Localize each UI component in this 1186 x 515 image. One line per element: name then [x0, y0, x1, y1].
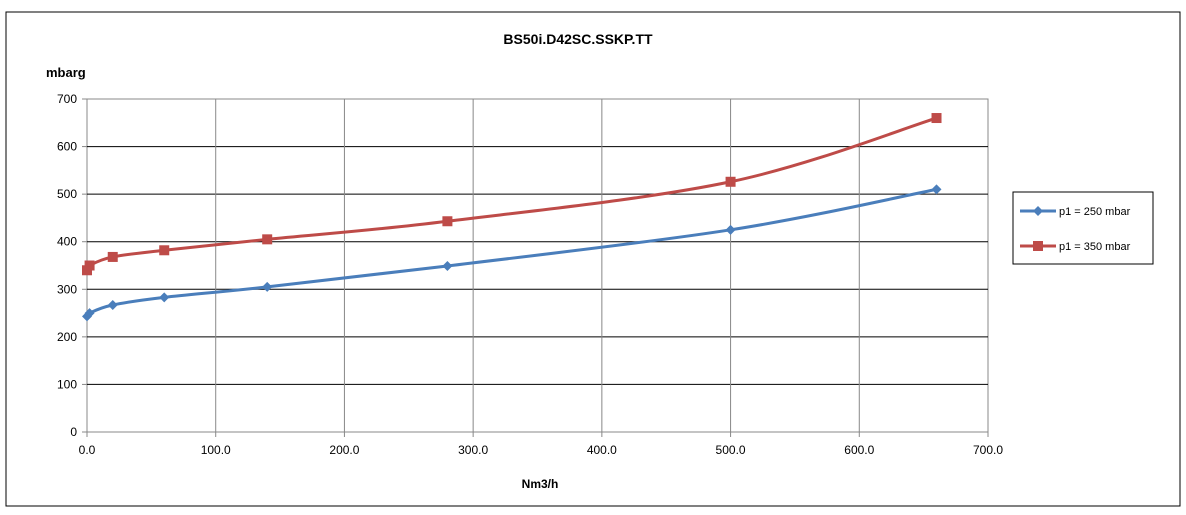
legend: p1 = 250 mbar p1 = 350 mbar: [1012, 191, 1154, 265]
y-tick-label: 400: [57, 235, 77, 249]
data-point-diamond: [442, 260, 453, 271]
y-axis-title: mbarg: [46, 65, 86, 80]
data-point-diamond: [725, 224, 736, 235]
plot-area: [86, 98, 989, 433]
x-tick-label: 200.0: [329, 443, 359, 457]
axes: 0 100 200 300 400 500 600 700 0.0 100.0 200.0 300.0…: [57, 92, 1003, 457]
x-tick-label: 500.0: [716, 443, 746, 457]
series-layer: [82, 113, 942, 322]
x-tick-label: 100.0: [201, 443, 231, 457]
chart-title: BS50i.D42SC.SSKP.TT: [503, 31, 653, 47]
x-tick-label: 400.0: [587, 443, 617, 457]
y-tick-label: 100: [57, 377, 77, 391]
y-tick-label: 500: [57, 187, 77, 201]
data-point-diamond: [159, 292, 170, 303]
data-point-diamond: [262, 281, 273, 292]
y-tick-label: 700: [57, 92, 77, 106]
legend-item: p1 = 350 mbar: [1020, 241, 1131, 253]
x-axis-title: Nm3/h: [522, 477, 559, 491]
data-point-diamond: [84, 308, 95, 319]
data-point-square: [159, 245, 170, 256]
data-point-square: [442, 216, 453, 227]
x-tick-label: 600.0: [844, 443, 874, 457]
data-point-square: [84, 260, 95, 271]
y-tick-label: 300: [57, 282, 77, 296]
legend-label: p1 = 250 mbar: [1059, 206, 1131, 218]
x-tick-label: 700.0: [973, 443, 1003, 457]
data-point-diamond: [107, 299, 118, 310]
legend-label: p1 = 350 mbar: [1059, 241, 1131, 253]
x-tick-label: 0.0: [79, 443, 96, 457]
data-point-square: [107, 251, 118, 262]
data-point-square: [725, 176, 736, 187]
data-point-square: [931, 113, 942, 124]
data-point-diamond: [1033, 206, 1043, 216]
legend-box: [1012, 191, 1154, 265]
gridlines: [87, 99, 988, 432]
data-point-diamond: [931, 184, 942, 195]
y-tick-label: 0: [70, 425, 77, 439]
series-1: [82, 184, 942, 322]
data-point-square: [1033, 241, 1043, 251]
data-point-square: [262, 234, 273, 245]
x-tick-label: 300.0: [458, 443, 488, 457]
legend-item: p1 = 250 mbar: [1020, 206, 1131, 218]
y-tick-label: 200: [57, 330, 77, 344]
y-tick-label: 600: [57, 140, 77, 154]
series-2: [82, 113, 942, 276]
